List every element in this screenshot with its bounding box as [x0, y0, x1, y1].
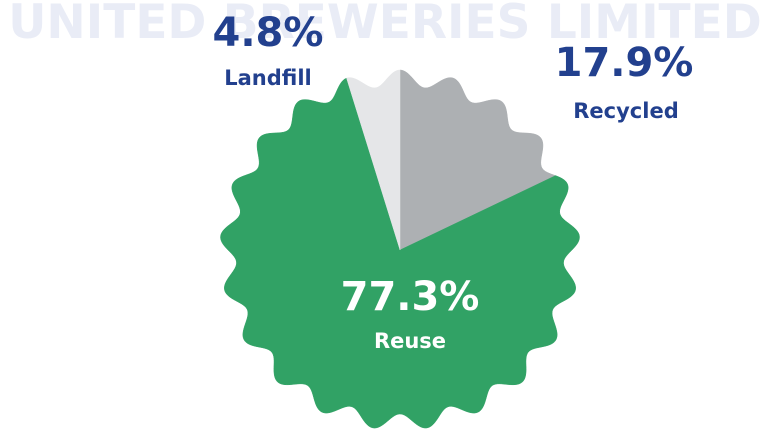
- value-label: 77.3%: [341, 274, 480, 320]
- pie: [220, 69, 580, 429]
- category-label: Landfill: [224, 66, 312, 90]
- pie-slice: [399, 69, 557, 251]
- category-label: Recycled: [573, 99, 678, 123]
- watermark: UNITED BREWERIES LIMITED: [8, 0, 761, 50]
- value-label: 17.9%: [555, 40, 694, 86]
- category-label: Reuse: [374, 329, 446, 353]
- pie-slice: [220, 77, 580, 429]
- value-label: 4.8%: [213, 10, 324, 56]
- pie-slice: [346, 69, 401, 251]
- labels: 17.9% Recycled 77.3% Reuse 4.8% Landfill: [213, 10, 694, 353]
